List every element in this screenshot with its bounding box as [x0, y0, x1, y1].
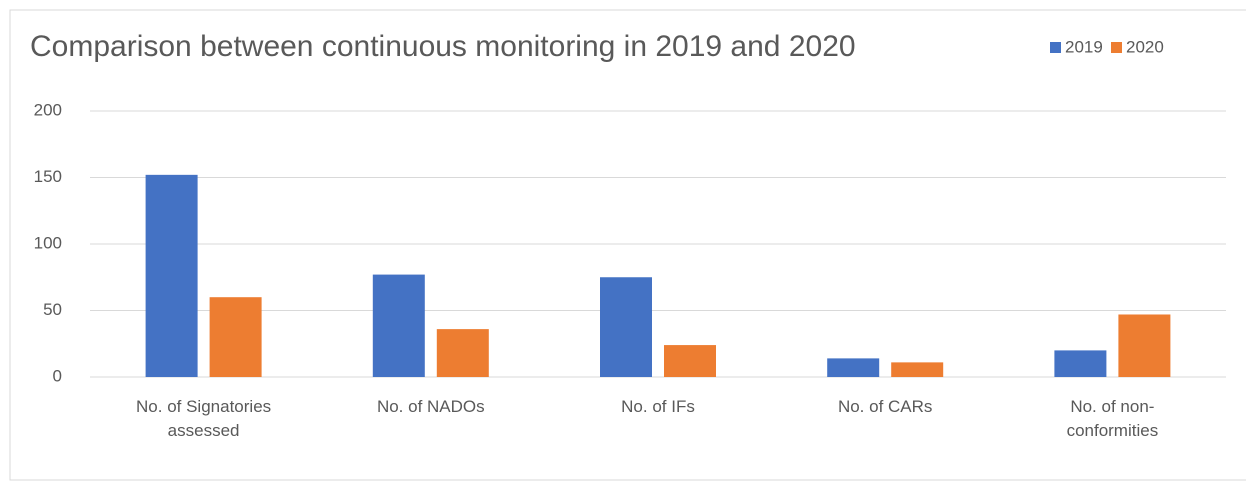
chart-title: Comparison between continuous monitoring…	[30, 30, 856, 63]
y-tick-label: 50	[43, 300, 62, 319]
x-tick-label: No. of Signatories assessed	[136, 397, 272, 440]
bar	[600, 277, 652, 377]
bar	[436, 329, 489, 377]
bar	[827, 358, 880, 377]
x-tick-label: No. of CARs	[837, 397, 933, 416]
y-tick-label: 0	[53, 366, 62, 385]
bar	[372, 274, 425, 377]
legend-label: 2019	[1065, 37, 1103, 56]
x-tick-label: No. of NADOs	[376, 397, 485, 416]
legend-label: 2020	[1126, 37, 1164, 56]
y-tick-label: 200	[34, 100, 62, 119]
bar	[1054, 350, 1107, 377]
legend-swatch	[1111, 42, 1122, 53]
bar	[145, 174, 198, 377]
y-tick-label: 100	[34, 233, 62, 252]
y-tick-label: 150	[34, 167, 62, 186]
bar	[891, 362, 944, 377]
x-tick-label: No. of non-conformities	[1066, 397, 1159, 440]
chart-border	[9, 9, 1246, 481]
bar	[664, 345, 716, 377]
bar	[209, 297, 262, 377]
bar	[1118, 314, 1171, 377]
legend-swatch	[1050, 42, 1061, 53]
x-tick-label: No. of IFs	[621, 397, 695, 416]
